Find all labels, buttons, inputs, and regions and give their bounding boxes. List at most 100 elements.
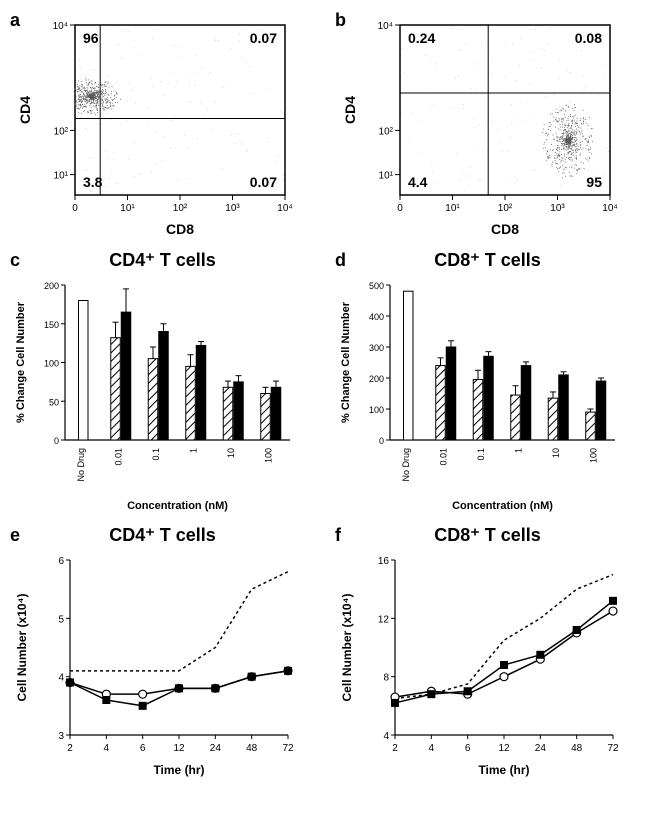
svg-text:4: 4 — [58, 673, 64, 684]
panel-label: a — [10, 10, 20, 31]
svg-text:% Change Cell Number: % Change Cell Number — [15, 301, 27, 423]
svg-text:2: 2 — [67, 743, 73, 754]
svg-text:0.01: 0.01 — [113, 448, 123, 466]
svg-text:0.07: 0.07 — [250, 30, 277, 46]
svg-text:0.08: 0.08 — [575, 30, 602, 46]
svg-text:3.8: 3.8 — [83, 174, 103, 190]
svg-text:12: 12 — [378, 614, 390, 625]
svg-text:6: 6 — [465, 743, 471, 754]
svg-text:100: 100 — [588, 448, 598, 463]
svg-text:6: 6 — [140, 743, 146, 754]
svg-text:96: 96 — [83, 30, 99, 46]
panel-label: b — [335, 10, 346, 31]
svg-text:150: 150 — [44, 320, 59, 330]
svg-text:CD8: CD8 — [491, 221, 519, 237]
svg-text:10²: 10² — [173, 203, 188, 214]
svg-text:4.4: 4.4 — [408, 174, 428, 190]
svg-text:100: 100 — [44, 359, 59, 369]
svg-text:10¹: 10¹ — [379, 171, 394, 182]
svg-text:72: 72 — [607, 743, 619, 754]
line-chart-e: 345624612244872Time (hr)Cell Number (x10… — [10, 550, 300, 780]
svg-text:8: 8 — [383, 673, 389, 684]
svg-text:10²: 10² — [379, 126, 394, 137]
svg-text:3: 3 — [58, 731, 64, 742]
panel-title: CD8⁺ T cells — [335, 525, 640, 546]
svg-text:500: 500 — [369, 281, 384, 291]
svg-text:6: 6 — [58, 556, 64, 567]
svg-text:Cell Number (x10⁴): Cell Number (x10⁴) — [340, 594, 354, 702]
panel-d: d CD8⁺ T cells 0 100 200 300 400 500 No Drug 0.… — [335, 250, 640, 515]
scatter-plot-b: 0.24 0.08 4.4 95 0 10¹ 10² 10³ 10⁴ 10¹ 10² 10⁴ CD8 CD… — [335, 10, 625, 240]
svg-text:Concentration (nM): Concentration (nM) — [452, 500, 553, 512]
svg-text:1: 1 — [188, 448, 198, 453]
svg-text:400: 400 — [369, 312, 384, 322]
panel-label: d — [335, 250, 346, 271]
panel-title: CD4⁺ T cells — [10, 525, 315, 546]
panel-label: c — [10, 250, 20, 271]
bar-chart-c: 0 50 100 150 200 No Drug 0.01 0.1 1 10 100 Concentr… — [10, 275, 300, 515]
svg-text:10¹: 10¹ — [54, 171, 69, 182]
svg-text:10⁴: 10⁴ — [53, 21, 68, 32]
svg-text:No Drug: No Drug — [76, 448, 86, 482]
svg-text:10⁴: 10⁴ — [378, 21, 393, 32]
svg-text:0: 0 — [379, 436, 384, 446]
svg-text:0: 0 — [72, 203, 78, 214]
svg-text:0: 0 — [397, 203, 403, 214]
svg-text:72: 72 — [282, 743, 294, 754]
panel-b: b 0.24 0.08 4.4 95 0 10¹ 10² 10³ 10⁴ 10¹ 10² 10⁴ CD8… — [335, 10, 640, 240]
bar-chart-d: 0100200300400500No Drug0.010.1110100Conc… — [335, 275, 625, 515]
line-chart-f: 48121624612244872Time (hr)Cell Number (x… — [335, 550, 625, 780]
svg-text:5: 5 — [58, 614, 64, 625]
svg-text:1: 1 — [513, 448, 523, 453]
panel-a: a 960.073.80.07010¹10²10³10⁴10¹10²10⁴CD8… — [10, 10, 315, 240]
panel-label: f — [335, 525, 341, 546]
svg-text:48: 48 — [246, 743, 258, 754]
figure-grid: a 960.073.80.07010¹10²10³10⁴10¹10²10⁴CD8… — [10, 10, 640, 780]
svg-text:12: 12 — [498, 743, 510, 754]
panel-label: e — [10, 525, 20, 546]
svg-text:10⁴: 10⁴ — [277, 203, 292, 214]
svg-text:24: 24 — [535, 743, 547, 754]
svg-text:2: 2 — [392, 743, 398, 754]
svg-text:4: 4 — [429, 743, 435, 754]
svg-text:0: 0 — [54, 436, 59, 446]
svg-text:200: 200 — [369, 374, 384, 384]
svg-text:100: 100 — [369, 405, 384, 415]
svg-text:300: 300 — [369, 343, 384, 353]
svg-text:4: 4 — [104, 743, 110, 754]
svg-text:No Drug: No Drug — [401, 448, 411, 482]
svg-text:Time (hr): Time (hr) — [478, 763, 529, 777]
panel-f: f CD8⁺ T cells 48121624612244872Time (hr… — [335, 525, 640, 780]
svg-text:10³: 10³ — [225, 203, 240, 214]
svg-text:10²: 10² — [54, 126, 69, 137]
svg-text:CD4: CD4 — [17, 96, 33, 124]
svg-text:200: 200 — [44, 281, 59, 291]
svg-text:100: 100 — [263, 448, 273, 463]
svg-text:10²: 10² — [498, 203, 513, 214]
panel-c: c CD4⁺ T cells 0 50 100 150 200 No Drug 0.01 0.… — [10, 250, 315, 515]
svg-text:Time (hr): Time (hr) — [153, 763, 204, 777]
svg-text:10: 10 — [226, 448, 236, 458]
svg-text:10⁴: 10⁴ — [602, 203, 617, 214]
svg-text:12: 12 — [173, 743, 185, 754]
svg-text:48: 48 — [571, 743, 583, 754]
svg-text:Concentration (nM): Concentration (nM) — [127, 500, 228, 512]
svg-text:% Change Cell Number: % Change Cell Number — [340, 301, 352, 423]
svg-text:0.24: 0.24 — [408, 30, 435, 46]
svg-text:10³: 10³ — [550, 203, 565, 214]
svg-text:16: 16 — [378, 556, 390, 567]
scatter-plot-a: 960.073.80.07010¹10²10³10⁴10¹10²10⁴CD8CD… — [10, 10, 300, 240]
svg-text:10¹: 10¹ — [120, 203, 135, 214]
svg-text:0.1: 0.1 — [151, 448, 161, 461]
svg-text:CD8: CD8 — [166, 221, 194, 237]
panel-title: CD4⁺ T cells — [10, 250, 315, 271]
svg-text:50: 50 — [49, 397, 59, 407]
svg-text:CD4: CD4 — [342, 96, 358, 124]
svg-text:4: 4 — [383, 731, 389, 742]
svg-text:0.01: 0.01 — [438, 448, 448, 466]
svg-text:10: 10 — [551, 448, 561, 458]
panel-e: e CD4⁺ T cells 345624612244872Time (hr)C… — [10, 525, 315, 780]
svg-text:95: 95 — [586, 174, 602, 190]
panel-title: CD8⁺ T cells — [335, 250, 640, 271]
svg-text:10¹: 10¹ — [445, 203, 460, 214]
